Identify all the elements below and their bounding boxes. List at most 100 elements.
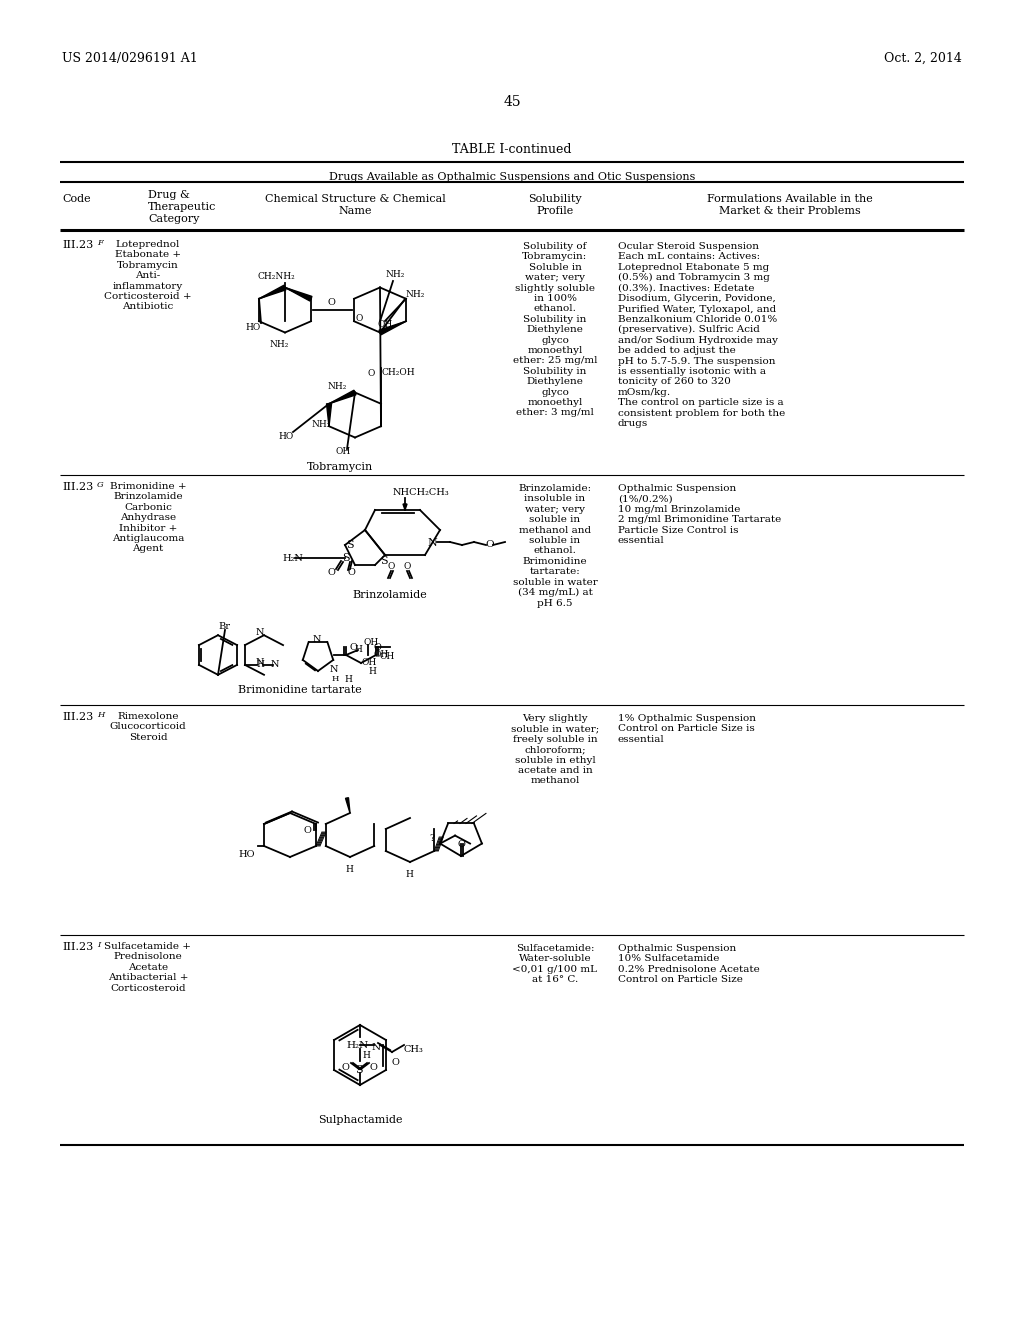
Text: H: H	[97, 711, 104, 719]
Text: H: H	[344, 675, 352, 684]
Text: Brinzolamide:
insoluble in
water; very
soluble in
methanol and
soluble in
ethano: Brinzolamide: insoluble in water; very s…	[513, 484, 597, 607]
Text: Brimonidine +
Brinzolamide
Carbonic
Anhydrase
Inhibitor +
Antiglaucoma
Agent: Brimonidine + Brinzolamide Carbonic Anhy…	[110, 482, 186, 553]
Text: N: N	[256, 628, 264, 638]
Text: Br: Br	[218, 622, 230, 631]
Text: Opthalmic Suspension
(1%/0.2%)
10 mg/ml Brinzolamide
2 mg/ml Brimonidine Tartara: Opthalmic Suspension (1%/0.2%) 10 mg/ml …	[618, 484, 781, 545]
Polygon shape	[403, 504, 407, 510]
Text: 45: 45	[503, 95, 521, 110]
Text: O: O	[350, 643, 357, 652]
Text: HO: HO	[238, 850, 255, 859]
Text: NH₂: NH₂	[311, 420, 331, 429]
Text: NH₂: NH₂	[328, 381, 347, 391]
Text: Therapeutic: Therapeutic	[148, 202, 216, 213]
Text: Opthalmic Suspension
10% Sulfacetamide
0.2% Prednisolone Acetate
Control on Part: Opthalmic Suspension 10% Sulfacetamide 0…	[618, 944, 760, 985]
Text: Sulphactamide: Sulphactamide	[317, 1115, 402, 1125]
Text: Market & their Problems: Market & their Problems	[719, 206, 861, 216]
Text: O: O	[373, 643, 381, 652]
Text: HO: HO	[245, 323, 260, 333]
Text: O: O	[342, 1063, 350, 1072]
Text: G: G	[97, 480, 103, 488]
Text: N: N	[271, 660, 280, 669]
Text: S: S	[380, 556, 388, 566]
Text: Sulfacetamide +
Prednisolone
Acetate
Antibacterial +
Corticosteroid: Sulfacetamide + Prednisolone Acetate Ant…	[104, 942, 191, 993]
Text: H: H	[368, 667, 376, 676]
Text: NH₂: NH₂	[270, 341, 290, 348]
Text: O: O	[348, 568, 356, 577]
Polygon shape	[345, 797, 350, 813]
Text: OH: OH	[364, 638, 379, 647]
Text: O: O	[328, 298, 336, 308]
Text: O: O	[304, 826, 312, 836]
Text: H: H	[345, 865, 353, 874]
Text: O: O	[485, 540, 494, 549]
Text: H: H	[257, 660, 265, 669]
Polygon shape	[379, 321, 406, 335]
Text: O: O	[458, 840, 466, 849]
Text: NHCH₂CH₃: NHCH₂CH₃	[393, 488, 450, 498]
Text: S: S	[355, 1065, 362, 1074]
Text: OH: OH	[378, 319, 393, 329]
Polygon shape	[329, 391, 356, 404]
Text: O: O	[367, 370, 375, 378]
Text: N: N	[313, 635, 322, 644]
Text: OH: OH	[380, 652, 395, 661]
Text: I: I	[97, 941, 100, 949]
Text: Drugs Available as Opthalmic Suspensions and Otic Suspensions: Drugs Available as Opthalmic Suspensions…	[329, 172, 695, 182]
Polygon shape	[285, 288, 312, 301]
Text: NH₂: NH₂	[385, 271, 404, 279]
Text: HO: HO	[278, 432, 293, 441]
Text: Loteprednol
Etabonate +
Tobramycin
Anti-
inflammatory
Corticosteroid +
Antibioti: Loteprednol Etabonate + Tobramycin Anti-…	[104, 240, 191, 312]
Text: Ocular Steroid Suspension
Each mL contains: Actives:
Loteprednol Etabonate 5 mg
: Ocular Steroid Suspension Each mL contai…	[618, 242, 785, 428]
Text: III.23: III.23	[62, 482, 93, 492]
Text: Category: Category	[148, 214, 200, 224]
Text: Formulations Available in the: Formulations Available in the	[708, 194, 872, 205]
Text: H: H	[362, 1051, 370, 1060]
Text: H: H	[406, 870, 413, 879]
Text: ?: ?	[429, 834, 434, 843]
Text: Tobramycin: Tobramycin	[307, 462, 373, 473]
Text: CH₂OH: CH₂OH	[382, 368, 416, 378]
Text: OH: OH	[361, 657, 376, 667]
Text: III.23: III.23	[62, 942, 93, 952]
Text: US 2014/0296191 A1: US 2014/0296191 A1	[62, 51, 198, 65]
Text: 1% Opthalmic Suspension
Control on Particle Size is
essential: 1% Opthalmic Suspension Control on Parti…	[618, 714, 756, 743]
Text: H₂N: H₂N	[346, 1041, 369, 1049]
Text: Drug &: Drug &	[148, 190, 189, 201]
Text: Solubility: Solubility	[528, 194, 582, 205]
Text: Brinzolamide: Brinzolamide	[352, 590, 427, 601]
Text: OH: OH	[374, 649, 389, 659]
Text: N: N	[256, 657, 264, 667]
Text: Profile: Profile	[537, 206, 573, 216]
Text: O   O: O O	[388, 562, 412, 572]
Text: H: H	[332, 675, 339, 682]
Text: NH₂: NH₂	[406, 290, 424, 300]
Polygon shape	[327, 404, 332, 426]
Text: O: O	[369, 1063, 377, 1072]
Text: H: H	[354, 645, 361, 653]
Text: Solubility of
Tobramycin:
Soluble in
water; very
slightly soluble
in 100%
ethano: Solubility of Tobramycin: Soluble in wat…	[513, 242, 597, 417]
Text: III.23: III.23	[62, 240, 93, 249]
Text: Code: Code	[62, 194, 91, 205]
Text: F: F	[97, 239, 102, 247]
Text: Name: Name	[338, 206, 372, 216]
Text: S: S	[342, 553, 349, 564]
Text: Oct. 2, 2014: Oct. 2, 2014	[884, 51, 962, 65]
Text: O: O	[328, 568, 336, 577]
Text: N: N	[372, 1043, 381, 1052]
Text: O: O	[355, 314, 362, 323]
Text: III.23: III.23	[62, 711, 93, 722]
Text: CH₃: CH₃	[404, 1045, 424, 1053]
Text: TABLE I-continued: TABLE I-continued	[453, 143, 571, 156]
Polygon shape	[259, 285, 286, 298]
Text: S: S	[346, 540, 353, 550]
Text: Brimonidine tartarate: Brimonidine tartarate	[239, 685, 361, 696]
Text: Sulfacetamide:
Water-soluble
<0,01 g/100 mL
at 16° C.: Sulfacetamide: Water-soluble <0,01 g/100…	[512, 944, 597, 985]
Text: N: N	[330, 665, 339, 675]
Text: Chemical Structure & Chemical: Chemical Structure & Chemical	[264, 194, 445, 205]
Text: OH: OH	[335, 447, 350, 455]
Text: Very slightly
soluble in water;
freely soluble in
chloroform;
soluble in ethyl
a: Very slightly soluble in water; freely s…	[511, 714, 599, 785]
Text: Rimexolone
Glucocorticoid
Steroid: Rimexolone Glucocorticoid Steroid	[110, 711, 186, 742]
Text: H₂N: H₂N	[282, 554, 303, 564]
Text: O: O	[392, 1059, 400, 1067]
Text: CH₂NH₂: CH₂NH₂	[258, 272, 296, 281]
